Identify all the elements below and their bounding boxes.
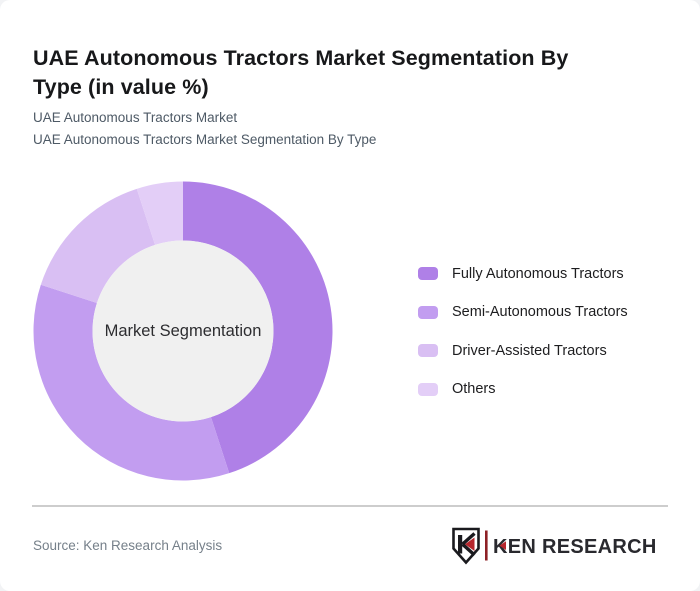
legend-label: Driver-Assisted Tractors — [452, 342, 607, 359]
donut-chart: Market Segmentation — [33, 181, 333, 481]
subtitle-line-2: UAE Autonomous Tractors Market Segmentat… — [33, 132, 377, 147]
legend-label: Semi-Autonomous Tractors — [452, 304, 628, 320]
donut-segments — [33, 181, 333, 481]
logo-wordmark: KEN RESEARCH — [493, 536, 657, 558]
legend-swatch-others — [418, 382, 438, 396]
title-line-2: Type (in value %) — [33, 75, 209, 100]
title-line-1: UAE Autonomous Tractors Market Segmentat… — [33, 46, 569, 71]
footer-divider — [32, 505, 668, 507]
legend-item: Semi-Autonomous Tractors — [418, 304, 628, 320]
logo-separator-bar — [485, 530, 488, 561]
badge-k-stem — [458, 535, 463, 554]
legend-item: Others — [418, 381, 628, 397]
legend-item: Fully Autonomous Tractors — [418, 265, 628, 282]
badge-k-lower-arm — [461, 542, 476, 557]
badge-red-triangle-icon — [465, 537, 475, 551]
donut-center-label: Market Segmentation — [105, 322, 262, 340]
donut-segment — [183, 181, 333, 474]
chart-subtitle: UAE Autonomous Tractors Market UAE Auton… — [33, 107, 376, 151]
legend-label: Others — [452, 381, 496, 397]
donut-segment — [136, 181, 183, 245]
legend-swatch-fully-autonomous — [418, 267, 438, 280]
ken-research-logo: KEN RESEARCH — [452, 527, 657, 565]
legend-swatch-driver-assisted — [418, 344, 438, 357]
wordmark-red-triangle-icon — [499, 541, 506, 550]
donut-segment — [40, 188, 156, 304]
chart-legend: Fully Autonomous Tractors Semi-Autonomou… — [418, 265, 628, 397]
legend-swatch-semi-autonomous — [418, 305, 438, 319]
donut-segment — [33, 284, 230, 481]
subtitle-line-1: UAE Autonomous Tractors Market — [33, 110, 238, 125]
legend-item: Driver-Assisted Tractors — [418, 342, 628, 359]
source-note: Source: Ken Research Analysis — [33, 538, 223, 553]
page-title: UAE Autonomous Tractors Market Segmentat… — [33, 44, 673, 102]
badge-k-upper-arm — [461, 532, 476, 546]
ken-research-badge — [452, 527, 480, 565]
donut-center-circle — [92, 240, 274, 422]
legend-label: Fully Autonomous Tractors — [452, 265, 624, 282]
